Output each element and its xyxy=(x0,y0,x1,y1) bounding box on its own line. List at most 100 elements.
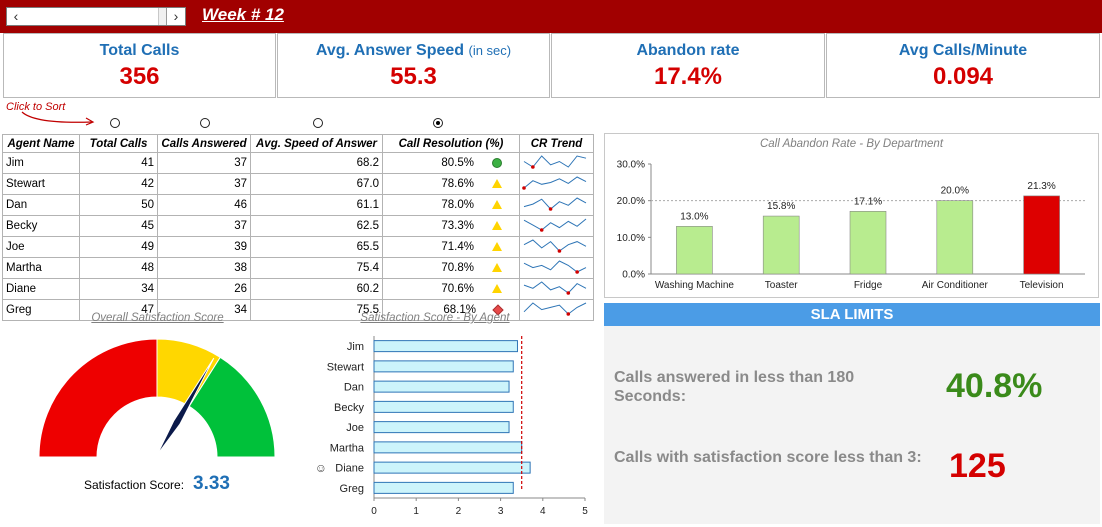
cr-trend-cell xyxy=(519,257,594,279)
call-resolution-value: 70.8% xyxy=(441,262,474,274)
cr-trend-cell xyxy=(519,236,594,258)
sla-header: SLA LIMITS xyxy=(604,303,1100,326)
sparkline xyxy=(523,155,587,169)
x-tick-label: 4 xyxy=(540,506,546,517)
column-header: Agent Name xyxy=(2,134,80,153)
data-label: 21.3% xyxy=(1027,181,1055,192)
total-calls-cell: 50 xyxy=(79,194,158,216)
cr-trend-cell xyxy=(519,173,594,195)
total-calls-cell: 47 xyxy=(79,299,158,321)
call-resolution-cell: 78.0% xyxy=(382,194,520,216)
avg-speed-cell: 65.5 xyxy=(250,236,383,258)
sort-radio-avg-speed[interactable] xyxy=(313,118,323,128)
bar xyxy=(373,441,523,454)
category-label: Fridge xyxy=(854,280,883,291)
call-resolution-value: 70.6% xyxy=(441,283,474,295)
category-label: Greg xyxy=(340,483,364,495)
bar xyxy=(373,340,518,353)
x-tick-label: 1 xyxy=(413,506,419,517)
avg-speed-cell: 60.2 xyxy=(250,278,383,300)
sparkline-line xyxy=(523,302,587,315)
y-tick-label: 30.0% xyxy=(617,160,645,171)
green-circle-icon xyxy=(492,157,502,168)
table-row: Diane 34 26 60.2 70.6% xyxy=(2,278,594,300)
scrollbar-track[interactable] xyxy=(25,8,166,25)
table-row: Dan 50 46 61.1 78.0% xyxy=(2,194,594,216)
week-title: Week # 12 xyxy=(202,5,284,24)
sparkline-line xyxy=(523,260,587,273)
sparkline xyxy=(523,218,587,232)
bar xyxy=(373,461,531,474)
sparkline-line xyxy=(523,155,587,168)
call-resolution-value: 71.4% xyxy=(441,241,474,253)
table-row: Becky 45 37 62.5 73.3% xyxy=(2,215,594,237)
chevron-left-icon[interactable]: ‹ xyxy=(13,8,19,24)
gauge-needle xyxy=(156,357,215,456)
avg-speed-cell: 62.5 xyxy=(250,215,383,237)
cr-trend-cell xyxy=(519,194,594,216)
yellow-triangle-icon xyxy=(492,221,502,231)
kpi-unit: (in sec) xyxy=(468,43,512,58)
kpi-value: 356 xyxy=(119,63,160,90)
agent-name-cell: Martha xyxy=(2,257,80,279)
sort-radio-calls-answered[interactable] xyxy=(200,118,210,128)
sort-hint-arrow-icon xyxy=(21,111,95,126)
data-label: 15.8% xyxy=(767,201,795,212)
sparkline-low-point xyxy=(548,207,553,211)
bar xyxy=(676,226,713,275)
avg-speed-cell: 68.2 xyxy=(250,152,383,174)
table-row: Martha 48 38 75.4 70.8% xyxy=(2,257,594,279)
bar xyxy=(373,380,510,393)
total-calls-cell: 41 xyxy=(79,152,158,174)
bar xyxy=(373,360,514,373)
kpi-title: Avg Calls/Minute xyxy=(898,42,1028,59)
y-tick-label: 10.0% xyxy=(617,233,645,244)
kpi-value: 0.094 xyxy=(932,63,994,90)
bar xyxy=(373,481,514,494)
total-calls-cell: 45 xyxy=(79,215,158,237)
sparkline xyxy=(523,302,587,316)
chevron-right-icon[interactable]: › xyxy=(166,8,185,25)
kpi-abandon-rate: Abandon rate 17.4% xyxy=(551,33,825,98)
sort-radio-total-calls[interactable] xyxy=(110,118,120,128)
category-label: Air Conditioner xyxy=(922,280,989,291)
kpi-value: 17.4% xyxy=(653,63,723,90)
total-calls-cell: 49 xyxy=(79,236,158,258)
sparkline-low-point xyxy=(566,291,571,295)
satisfaction-gauge xyxy=(38,338,276,458)
kpi-title: Total Calls xyxy=(99,42,180,59)
table-row: Stewart 42 37 67.0 78.6% xyxy=(2,173,594,195)
sla-item-label: Calls with satisfaction score less than … xyxy=(614,449,922,466)
total-calls-cell: 42 xyxy=(79,173,158,195)
sparkline-low-point xyxy=(557,249,562,253)
sort-hint: Click to Sort xyxy=(6,101,66,113)
agent-name-cell: Joe xyxy=(2,236,80,258)
avg-speed-cell: 67.0 xyxy=(250,173,383,195)
category-label: Stewart xyxy=(327,361,364,373)
call-resolution-cell: 73.3% xyxy=(382,215,520,237)
agent-name-cell: Greg xyxy=(2,299,80,321)
x-tick-label: 2 xyxy=(456,506,462,517)
y-tick-label: 0.0% xyxy=(622,270,645,281)
sparkline-line xyxy=(523,176,587,189)
sparkline-low-point xyxy=(531,165,535,169)
sort-radio-call-resolution[interactable] xyxy=(433,118,443,128)
sparkline-line xyxy=(523,197,587,210)
sla-item-value: 125 xyxy=(949,447,1006,485)
sla-panel: Calls answered in less than 180 Seconds:… xyxy=(604,326,1100,524)
calls-answered-cell: 26 xyxy=(157,278,251,300)
column-header: CR Trend xyxy=(519,134,594,153)
call-resolution-cell: 70.6% xyxy=(382,278,520,300)
sparkline-low-point xyxy=(566,312,571,316)
gauge-value: 3.33 xyxy=(193,473,230,494)
week-scrollbar[interactable]: ‹ › xyxy=(6,7,186,26)
sparkline-line xyxy=(523,218,587,231)
call-resolution-value: 78.6% xyxy=(441,178,474,190)
data-label: 20.0% xyxy=(941,186,969,197)
cr-trend-cell xyxy=(519,278,594,300)
calls-answered-cell: 37 xyxy=(157,215,251,237)
table-row: Jim 41 37 68.2 80.5% xyxy=(2,152,594,174)
scrollbar-thumb[interactable] xyxy=(25,8,159,25)
sparkline-line xyxy=(523,281,587,294)
data-label: 13.0% xyxy=(680,211,708,222)
